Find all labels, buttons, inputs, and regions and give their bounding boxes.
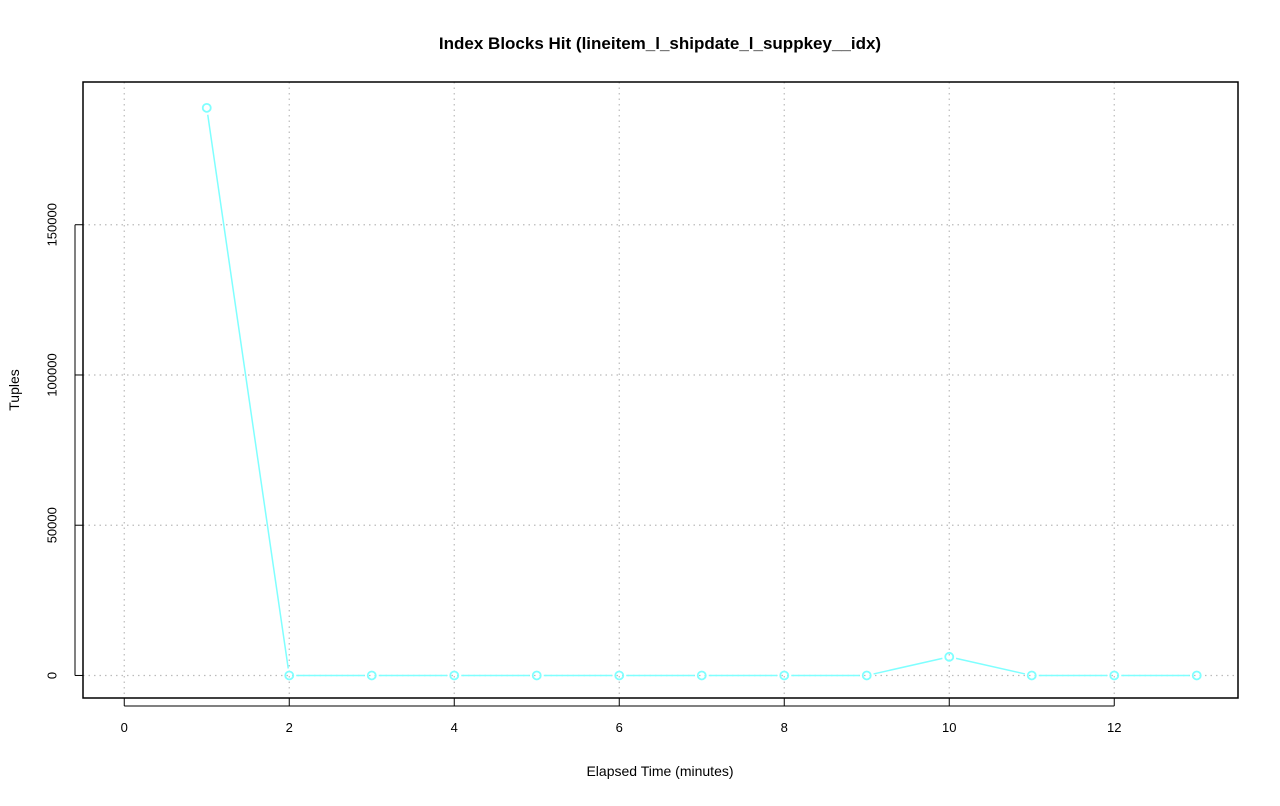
series [201,102,1202,681]
x-axis-label: Elapsed Time (minutes) [586,763,733,779]
data-point [696,670,707,681]
data-point [531,670,542,681]
series-line-segment [207,114,289,669]
data-point [944,651,955,662]
data-point [861,670,872,681]
y-tick-label: 100000 [44,353,59,396]
plot-frame [82,81,1239,699]
x-tick-label: 6 [616,720,623,735]
x-tick-label: 0 [121,720,128,735]
data-point [284,670,295,681]
y-axis-label: Tuples [6,369,22,411]
x-tick-label: 2 [286,720,293,735]
x-tick-label: 8 [781,720,788,735]
data-point [1191,670,1202,681]
data-point [614,670,625,681]
grid [83,82,1238,698]
y-tick-label: 150000 [44,203,59,246]
data-point [366,670,377,681]
data-point [1026,670,1037,681]
x-tick-label: 10 [942,720,956,735]
x-tick-label: 4 [451,720,458,735]
x-axis: 0 2 4 6 8 10 12 [121,698,1121,735]
data-point [449,670,460,681]
data-point [201,102,212,113]
y-tick-label: 0 [44,672,59,679]
y-tick-label: 50000 [44,507,59,543]
series-line-segment [955,657,1026,675]
series-line-segment [873,657,943,675]
y-axis: 0 50000 100000 150000 [44,203,83,679]
data-point [779,670,790,681]
x-tick-label: 12 [1107,720,1121,735]
chart-title: Index Blocks Hit (lineitem_l_shipdate_l_… [439,34,881,53]
data-point [1109,670,1120,681]
